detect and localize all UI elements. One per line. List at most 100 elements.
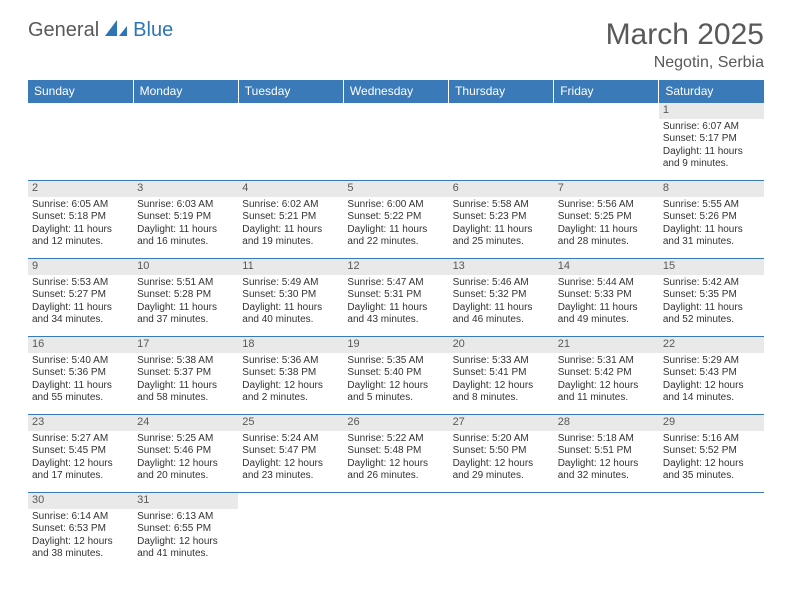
sunset-text: Sunset: 5:26 PM [663,211,760,224]
weekday-header: Wednesday [343,80,448,103]
sunset-text: Sunset: 5:47 PM [242,445,339,458]
day-number: 9 [28,259,133,275]
calendar-day-cell: 7Sunrise: 5:56 AMSunset: 5:25 PMDaylight… [554,181,659,259]
daylight-text: and 17 minutes. [32,470,129,483]
sunset-text: Sunset: 5:22 PM [347,211,444,224]
daylight-text: Daylight: 11 hours [242,224,339,237]
daylight-text: Daylight: 11 hours [558,224,655,237]
day-number: 27 [449,415,554,431]
sunset-text: Sunset: 5:18 PM [32,211,129,224]
location: Negotin, Serbia [606,54,764,72]
day-number: 15 [659,259,764,275]
calendar-day-cell: 4Sunrise: 6:02 AMSunset: 5:21 PMDaylight… [238,181,343,259]
calendar-table: SundayMondayTuesdayWednesdayThursdayFrid… [28,80,764,571]
day-number: 31 [133,493,238,509]
daylight-text: and 46 minutes. [453,314,550,327]
calendar-week-row: 1Sunrise: 6:07 AMSunset: 5:17 PMDaylight… [28,103,764,181]
sunrise-text: Sunrise: 5:47 AM [347,277,444,290]
sunset-text: Sunset: 5:21 PM [242,211,339,224]
sunset-text: Sunset: 5:25 PM [558,211,655,224]
sunrise-text: Sunrise: 5:49 AM [242,277,339,290]
sunset-text: Sunset: 5:33 PM [558,289,655,302]
sunrise-text: Sunrise: 5:55 AM [663,199,760,212]
daylight-text: Daylight: 11 hours [347,224,444,237]
calendar-day-cell: 21Sunrise: 5:31 AMSunset: 5:42 PMDayligh… [554,337,659,415]
sunset-text: Sunset: 5:19 PM [137,211,234,224]
calendar-header-row: SundayMondayTuesdayWednesdayThursdayFrid… [28,80,764,103]
sunset-text: Sunset: 5:17 PM [663,133,760,146]
daylight-text: Daylight: 11 hours [32,224,129,237]
daylight-text: and 29 minutes. [453,470,550,483]
daylight-text: Daylight: 12 hours [242,380,339,393]
calendar-week-row: 30Sunrise: 6:14 AMSunset: 6:53 PMDayligh… [28,493,764,571]
sunset-text: Sunset: 5:27 PM [32,289,129,302]
daylight-text: and 41 minutes. [137,548,234,561]
calendar-day-cell: 24Sunrise: 5:25 AMSunset: 5:46 PMDayligh… [133,415,238,493]
calendar-day-cell: 20Sunrise: 5:33 AMSunset: 5:41 PMDayligh… [449,337,554,415]
day-number: 12 [343,259,448,275]
calendar-empty-cell [449,103,554,181]
calendar-week-row: 16Sunrise: 5:40 AMSunset: 5:36 PMDayligh… [28,337,764,415]
sunrise-text: Sunrise: 6:07 AM [663,121,760,134]
day-number: 29 [659,415,764,431]
sunrise-text: Sunrise: 5:25 AM [137,433,234,446]
weekday-header: Saturday [659,80,764,103]
weekday-header: Friday [554,80,659,103]
sunrise-text: Sunrise: 5:27 AM [32,433,129,446]
calendar-day-cell: 6 Sunrise: 5:58 AMSunset: 5:23 PMDaylight… [449,181,554,259]
daylight-text: Daylight: 11 hours [558,302,655,315]
daylight-text: and 40 minutes. [242,314,339,327]
daylight-text: and 38 minutes. [32,548,129,561]
daylight-text: and 35 minutes. [663,470,760,483]
daylight-text: Daylight: 12 hours [663,458,760,471]
daylight-text: and 9 minutes. [663,158,760,171]
logo-text-blue: Blue [133,19,173,42]
weekday-header: Tuesday [238,80,343,103]
sunrise-text: Sunrise: 5:58 AM [453,199,550,212]
daylight-text: and 14 minutes. [663,392,760,405]
calendar-empty-cell [343,103,448,181]
daylight-text: Daylight: 11 hours [137,224,234,237]
day-number: 30 [28,493,133,509]
calendar-day-cell: 25Sunrise: 5:24 AMSunset: 5:47 PMDayligh… [238,415,343,493]
sunrise-text: Sunrise: 6:00 AM [347,199,444,212]
daylight-text: Daylight: 11 hours [32,380,129,393]
sunrise-text: Sunrise: 5:36 AM [242,355,339,368]
calendar-day-cell: 11Sunrise: 5:49 AMSunset: 5:30 PMDayligh… [238,259,343,337]
sunrise-text: Sunrise: 5:20 AM [453,433,550,446]
daylight-text: Daylight: 12 hours [347,380,444,393]
sunrise-text: Sunrise: 5:40 AM [32,355,129,368]
sail-icon [103,18,129,43]
daylight-text: and 28 minutes. [558,236,655,249]
daylight-text: Daylight: 11 hours [453,224,550,237]
daylight-text: and 11 minutes. [558,392,655,405]
calendar-empty-cell [28,103,133,181]
sunset-text: Sunset: 5:28 PM [137,289,234,302]
day-number: 4 [238,181,343,197]
daylight-text: Daylight: 11 hours [137,380,234,393]
calendar-empty-cell [449,493,554,571]
day-number: 13 [449,259,554,275]
daylight-text: Daylight: 12 hours [558,380,655,393]
calendar-day-cell: 2Sunrise: 6:05 AMSunset: 5:18 PMDaylight… [28,181,133,259]
sunset-text: Sunset: 5:51 PM [558,445,655,458]
title-block: March 2025 Negotin, Serbia [606,18,764,72]
calendar-day-cell: 12Sunrise: 5:47 AMSunset: 5:31 PMDayligh… [343,259,448,337]
calendar-day-cell: 8Sunrise: 5:55 AMSunset: 5:26 PMDaylight… [659,181,764,259]
day-number: 20 [449,337,554,353]
calendar-day-cell: 10Sunrise: 5:51 AMSunset: 5:28 PMDayligh… [133,259,238,337]
sunset-text: Sunset: 5:23 PM [453,211,550,224]
daylight-text: and 8 minutes. [453,392,550,405]
calendar-week-row: 2Sunrise: 6:05 AMSunset: 5:18 PMDaylight… [28,181,764,259]
calendar-empty-cell [238,493,343,571]
calendar-day-cell: 27Sunrise: 5:20 AMSunset: 5:50 PMDayligh… [449,415,554,493]
sunrise-text: Sunrise: 6:13 AM [137,511,234,524]
header: General Blue March 2025 Negotin, Serbia [28,18,764,72]
calendar-empty-cell [133,103,238,181]
day-number: 5 [343,181,448,197]
sunset-text: Sunset: 5:50 PM [453,445,550,458]
day-number: 16 [28,337,133,353]
day-number: 6 [449,181,554,197]
daylight-text: Daylight: 12 hours [453,380,550,393]
sunrise-text: Sunrise: 5:56 AM [558,199,655,212]
